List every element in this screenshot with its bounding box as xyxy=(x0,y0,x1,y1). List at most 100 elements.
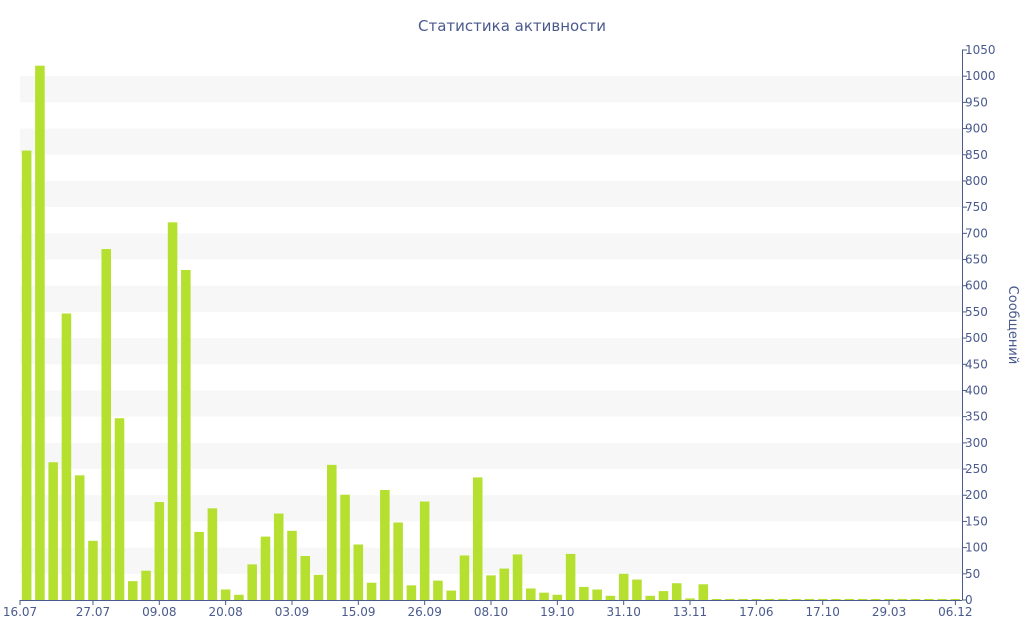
bar xyxy=(738,598,748,600)
bar xyxy=(167,222,178,601)
bar xyxy=(353,544,364,600)
x-tick-label: 17.10 xyxy=(806,605,840,619)
bar xyxy=(61,313,72,600)
grid-band xyxy=(20,338,962,365)
bar xyxy=(870,598,881,600)
bar xyxy=(127,581,138,600)
grid-band xyxy=(20,76,962,103)
grid-band xyxy=(20,180,962,208)
bar xyxy=(287,530,297,600)
bar xyxy=(446,590,456,600)
y-tick-label: 200 xyxy=(965,488,988,502)
bar xyxy=(300,556,311,600)
grid-band xyxy=(20,285,962,312)
bar xyxy=(181,270,191,600)
bar xyxy=(101,249,112,601)
bar xyxy=(778,598,788,600)
bar xyxy=(512,554,523,600)
grid-bands xyxy=(20,76,962,574)
bar xyxy=(645,595,655,600)
bar xyxy=(114,418,125,600)
bar xyxy=(884,598,894,600)
y-tick-label: 1000 xyxy=(965,69,996,83)
y-tick-label: 800 xyxy=(965,174,988,188)
bar xyxy=(632,579,642,600)
x-tick-label: 17.06 xyxy=(739,605,773,619)
bar xyxy=(764,598,775,600)
bar xyxy=(499,568,510,600)
x-tick-label: 31.10 xyxy=(606,605,640,619)
x-axis: 16.07 27.07 09.08 20.08 03.09 15.09 26.09 08.10… xyxy=(3,600,973,619)
y-tick-label: 600 xyxy=(965,279,988,293)
bar xyxy=(711,598,722,600)
x-tick-label: 08.10 xyxy=(474,605,508,619)
bar xyxy=(526,588,536,600)
y-tick-label: 450 xyxy=(965,357,988,371)
bar xyxy=(393,522,403,600)
bar xyxy=(857,598,868,600)
y-tick-label: 700 xyxy=(965,226,988,240)
bar xyxy=(419,501,430,600)
bar xyxy=(260,536,271,600)
bar xyxy=(817,598,828,600)
y-tick-label: 550 xyxy=(965,305,988,319)
bar xyxy=(658,591,669,600)
bar xyxy=(74,475,85,600)
x-tick-label: 13.11 xyxy=(673,605,707,619)
bar xyxy=(48,462,58,600)
bar xyxy=(552,594,563,600)
bar xyxy=(791,598,801,600)
x-tick-label: 09.08 xyxy=(142,605,176,619)
bar xyxy=(950,598,961,600)
y-tick-label: 950 xyxy=(965,95,988,109)
bar xyxy=(207,508,218,600)
bar xyxy=(313,574,324,600)
grid-band xyxy=(20,128,962,155)
bar xyxy=(340,494,350,600)
bar xyxy=(380,490,390,600)
bar xyxy=(327,464,337,600)
bar xyxy=(725,598,735,600)
bar xyxy=(472,477,483,600)
y-tick-label: 150 xyxy=(965,514,988,528)
bar xyxy=(844,598,855,600)
y-axis: 0 50 100 150 200 250 300 350 400 450 500 550 600 650 7… xyxy=(962,43,996,607)
bar xyxy=(618,573,629,600)
y-tick-label: 650 xyxy=(965,253,988,267)
bar xyxy=(910,598,921,600)
bar xyxy=(88,540,98,600)
bar xyxy=(273,513,284,600)
bar xyxy=(21,150,32,601)
bar xyxy=(685,598,695,600)
x-tick-label: 29.03 xyxy=(872,605,906,619)
x-tick-label: 15.09 xyxy=(341,605,375,619)
bar xyxy=(565,553,576,600)
bar xyxy=(406,585,417,600)
grid-band xyxy=(20,233,962,260)
bar xyxy=(247,564,257,600)
y-tick-label: 500 xyxy=(965,331,988,345)
bar xyxy=(433,580,443,600)
y-tick-label: 100 xyxy=(965,541,988,555)
bar-series xyxy=(21,65,961,601)
y-tick-label: 400 xyxy=(965,383,988,397)
bar xyxy=(804,598,815,600)
bar xyxy=(579,586,589,600)
bar xyxy=(698,584,709,600)
x-tick-label: 03.09 xyxy=(275,605,309,619)
y-tick-label: 250 xyxy=(965,462,988,476)
y-tick-label: 750 xyxy=(965,200,988,214)
y-tick-label: 850 xyxy=(965,148,988,162)
x-tick-label: 16.07 xyxy=(3,605,37,619)
x-tick-label: 19.10 xyxy=(540,605,574,619)
y-tick-label: 350 xyxy=(965,410,988,424)
bar xyxy=(897,598,908,600)
bar xyxy=(671,583,682,600)
bar xyxy=(459,555,470,600)
x-tick-label: 26.09 xyxy=(407,605,441,619)
grid-band xyxy=(20,390,962,417)
bar xyxy=(141,570,151,600)
bar xyxy=(924,598,934,600)
